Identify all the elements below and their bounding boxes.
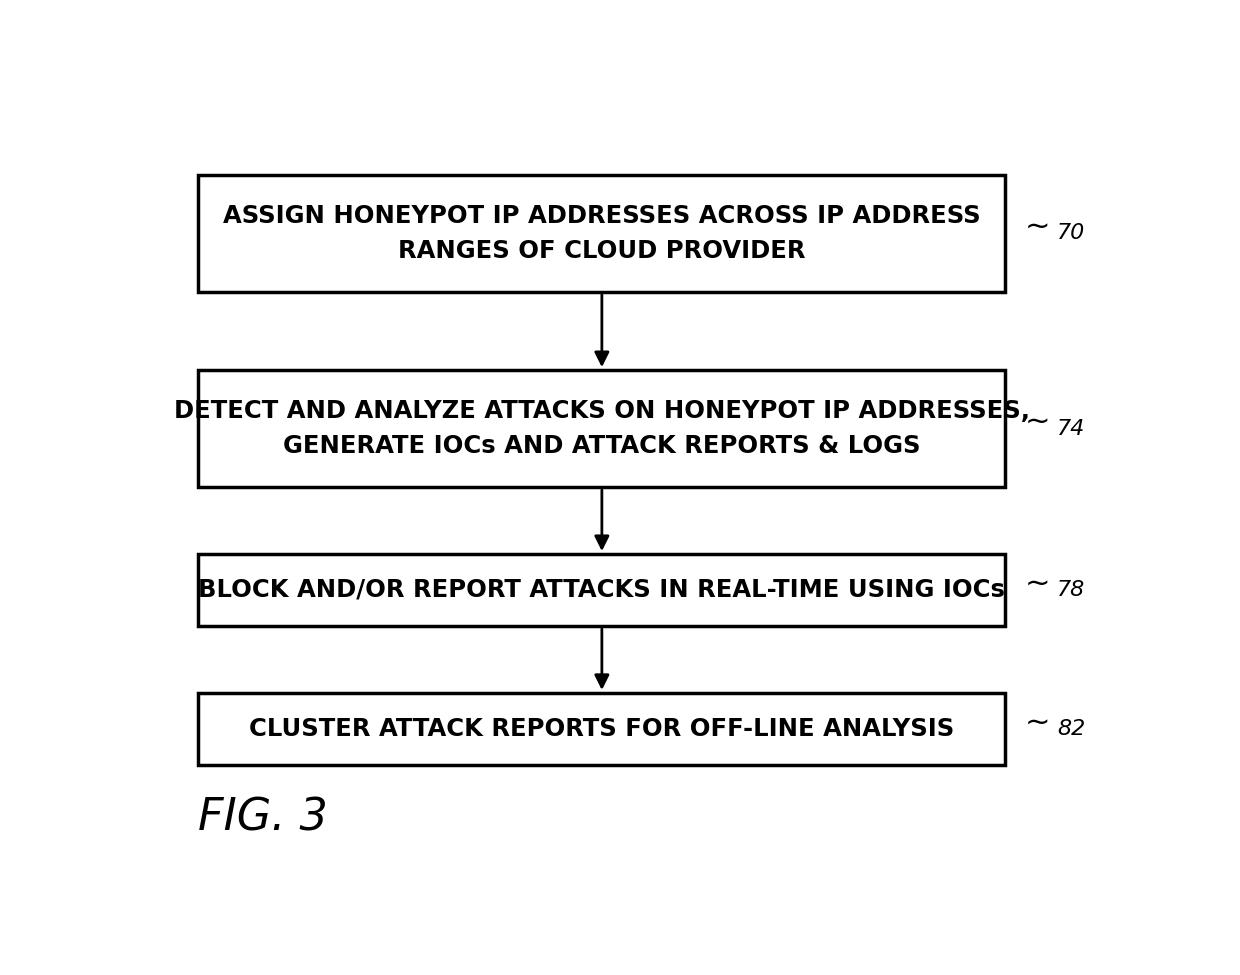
Text: 82: 82 — [1058, 719, 1086, 739]
Text: 78: 78 — [1058, 580, 1086, 600]
FancyBboxPatch shape — [198, 176, 1006, 292]
Text: CLUSTER ATTACK REPORTS FOR OFF-LINE ANALYSIS: CLUSTER ATTACK REPORTS FOR OFF-LINE ANAL… — [249, 717, 955, 741]
Text: FIG. 3: FIG. 3 — [198, 797, 329, 839]
FancyBboxPatch shape — [198, 370, 1006, 487]
Text: ~: ~ — [1025, 709, 1050, 737]
Text: 74: 74 — [1058, 418, 1086, 439]
Text: 70: 70 — [1058, 223, 1086, 244]
Text: DETECT AND ANALYZE ATTACKS ON HONEYPOT IP ADDRESSES,
GENERATE IOCs AND ATTACK RE: DETECT AND ANALYZE ATTACKS ON HONEYPOT I… — [174, 399, 1030, 458]
Text: ASSIGN HONEYPOT IP ADDRESSES ACROSS IP ADDRESS
RANGES OF CLOUD PROVIDER: ASSIGN HONEYPOT IP ADDRESSES ACROSS IP A… — [223, 204, 981, 263]
FancyBboxPatch shape — [198, 555, 1006, 626]
Text: ~: ~ — [1025, 569, 1050, 599]
Text: ~: ~ — [1025, 409, 1050, 437]
Text: BLOCK AND/OR REPORT ATTACKS IN REAL-TIME USING IOCs: BLOCK AND/OR REPORT ATTACKS IN REAL-TIME… — [198, 578, 1006, 602]
FancyBboxPatch shape — [198, 693, 1006, 764]
Text: ~: ~ — [1025, 213, 1050, 242]
